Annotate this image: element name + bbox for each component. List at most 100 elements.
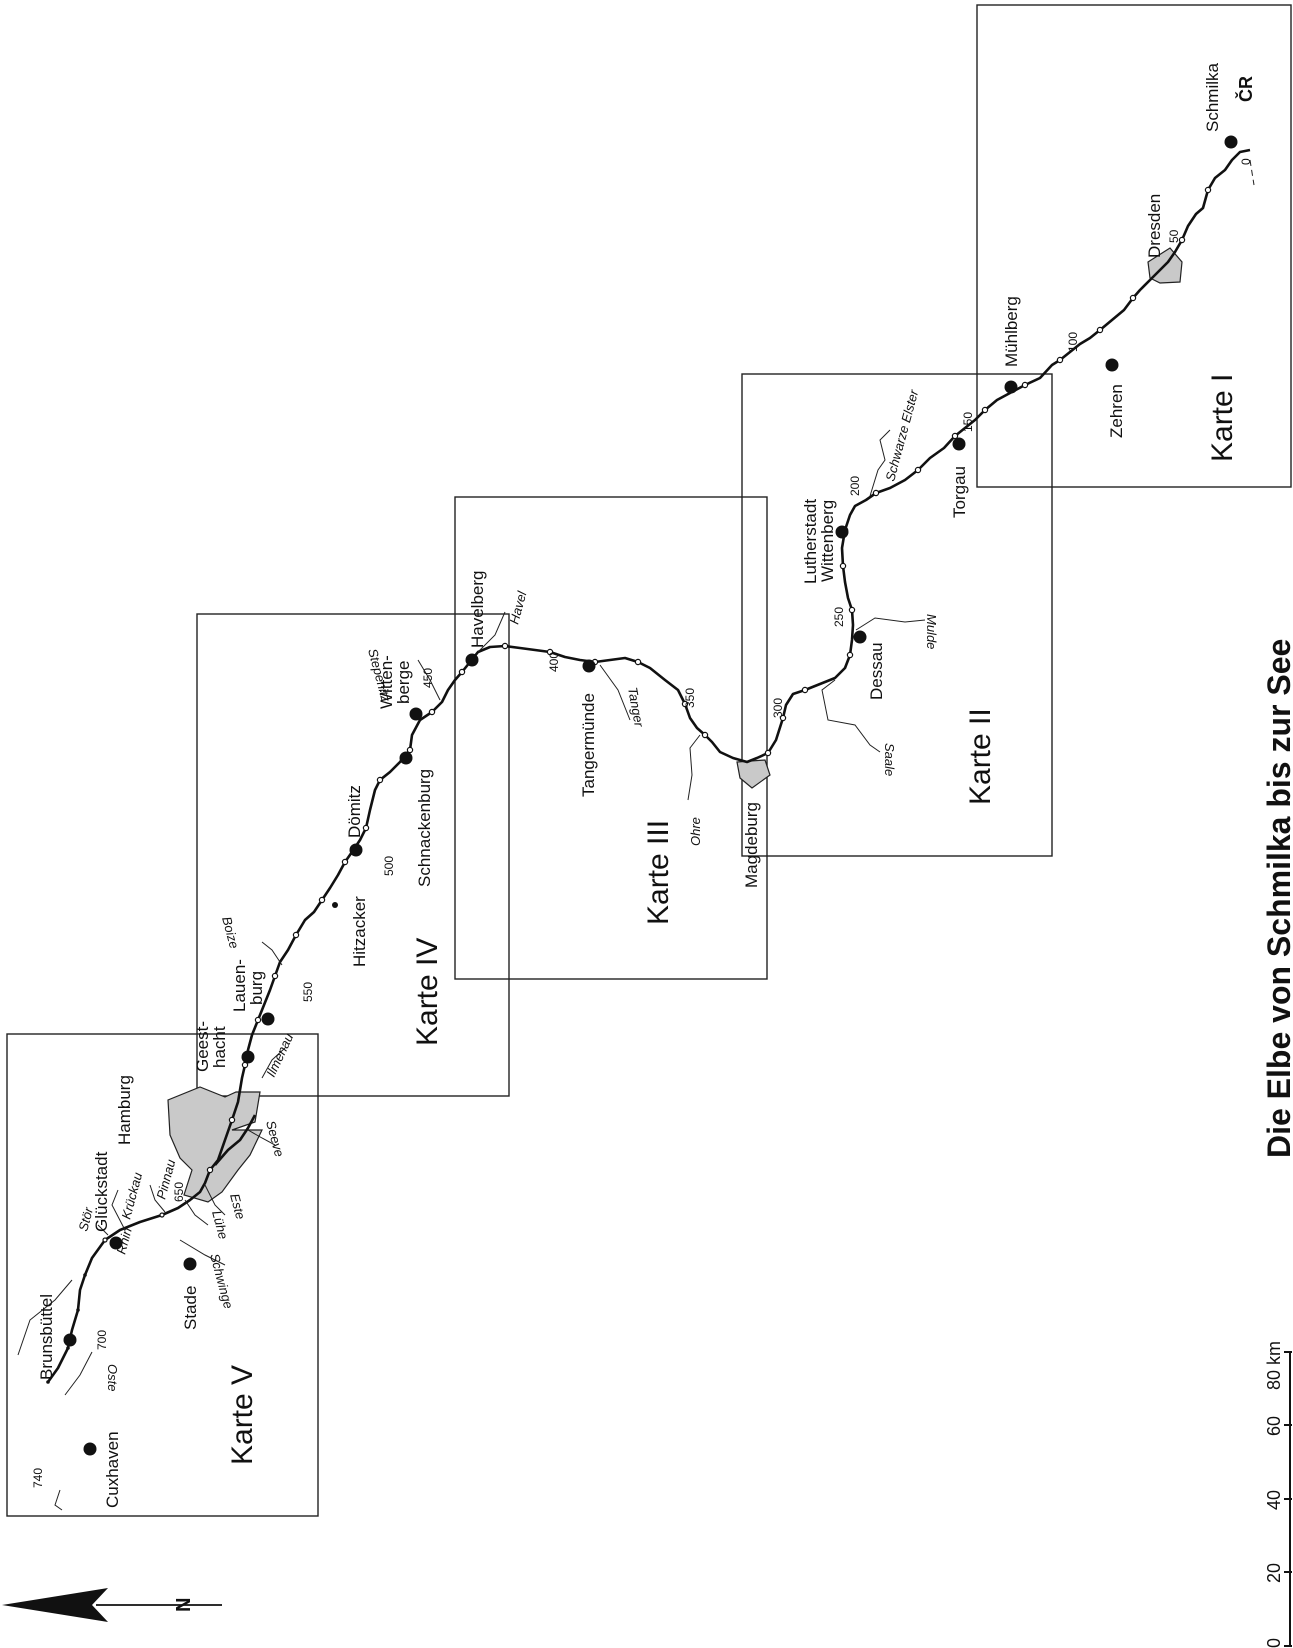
schnackenburg-dot bbox=[399, 751, 413, 765]
river-label-luehe: Lühe bbox=[209, 1209, 231, 1241]
ilmenau-course bbox=[261, 1047, 286, 1079]
waypoint-dot bbox=[376, 776, 384, 784]
stoer-course bbox=[97, 1224, 109, 1236]
waypoint-dot bbox=[846, 651, 854, 659]
waypoint-dot bbox=[159, 1212, 165, 1218]
luhe-course bbox=[184, 1199, 209, 1226]
km-label-150: 150 bbox=[961, 412, 975, 432]
waypoint-dot bbox=[228, 1116, 236, 1124]
mulde-course bbox=[855, 617, 926, 631]
km-waypoints bbox=[46, 186, 1212, 1384]
karte-3-frame bbox=[454, 496, 768, 980]
waypoint-dot bbox=[206, 1166, 214, 1174]
waypoint-dot bbox=[501, 642, 509, 650]
wittenberge-dot bbox=[409, 707, 423, 721]
km-label-500: 500 bbox=[382, 856, 396, 876]
city-label-lauen: Lauen- bbox=[230, 959, 249, 1012]
city-label-dessau: Dessau bbox=[867, 642, 886, 700]
havel-course bbox=[477, 611, 506, 653]
km-label-0: 0 bbox=[1239, 158, 1253, 165]
waypoint-dot bbox=[318, 896, 326, 904]
waypoint-dot bbox=[428, 708, 436, 716]
schwarze-elster-course bbox=[869, 429, 891, 497]
city-label-havelberg: Havelberg bbox=[468, 571, 487, 649]
km-label-100: 100 bbox=[1066, 332, 1080, 352]
tangermuende-dot bbox=[582, 659, 596, 673]
city-label-dresden: Dresden bbox=[1145, 194, 1164, 258]
schwinge-course bbox=[179, 1239, 226, 1266]
river-label-havel: Havel bbox=[506, 589, 529, 626]
waypoint-dot bbox=[839, 562, 847, 570]
city-label-zehren: Zehren bbox=[1107, 384, 1126, 438]
map-title: Die Elbe von Schmilka bis zur See bbox=[1261, 639, 1293, 1158]
scale-label-20: 20 bbox=[1264, 1563, 1284, 1583]
river-label-boize: Boize bbox=[219, 915, 242, 950]
stepenitz-course bbox=[417, 659, 441, 701]
elbe-arm-north bbox=[214, 1114, 257, 1166]
city-label-witten: Witten- bbox=[377, 655, 396, 709]
cuxhaven-dot bbox=[83, 1442, 97, 1456]
waypoint-dot bbox=[76, 1308, 80, 1312]
karte-label-2: Karte II bbox=[964, 708, 997, 805]
waypoint-dot bbox=[1129, 294, 1137, 302]
city-labels: Schmilka Dresden Zehren Mühlberg Torgau … bbox=[37, 62, 1222, 1508]
waypoint-dot bbox=[406, 746, 414, 754]
seeve-course bbox=[247, 1129, 276, 1146]
neuwerk-island bbox=[54, 1489, 63, 1511]
waypoint-dot bbox=[271, 972, 279, 980]
waypoint-dot bbox=[66, 1346, 70, 1350]
north-label: N bbox=[173, 1598, 195, 1612]
karte-label-4: Karte IV bbox=[411, 938, 444, 1046]
waypoint-dot bbox=[546, 648, 554, 656]
city-label-magdeburg: Magdeburg bbox=[742, 802, 761, 888]
oste-course bbox=[64, 1351, 93, 1396]
waypoint-dot bbox=[779, 714, 787, 722]
city-label-doemitz: Dömitz bbox=[345, 785, 364, 838]
km-label-740: 740 bbox=[31, 1468, 45, 1488]
city-label-lutherstadt: Lutherstadt bbox=[801, 499, 820, 584]
muehlberg-dot bbox=[1004, 380, 1018, 394]
waypoint-dot bbox=[292, 931, 300, 939]
waypoint-dot bbox=[848, 606, 856, 614]
waypoint-dot bbox=[681, 700, 689, 708]
river-label-stoer: Stör bbox=[75, 1205, 96, 1233]
city-label-wittenberg: Wittenberg bbox=[818, 500, 837, 582]
city-label-burg: burg bbox=[247, 971, 266, 1005]
tanger-course bbox=[599, 664, 631, 721]
city-label-geest: Geest- bbox=[193, 1021, 212, 1072]
karte-label-1: Karte I bbox=[1206, 374, 1239, 462]
scale-bar: 0 20 40 60 80 km bbox=[1264, 1341, 1292, 1648]
waypoint-dot bbox=[458, 668, 466, 676]
karte-label-5: Karte V bbox=[226, 1365, 259, 1465]
river-label-krueckau: Krückau bbox=[118, 1171, 145, 1221]
waypoint-dot bbox=[764, 749, 772, 757]
waypoint-dot bbox=[102, 1237, 108, 1243]
river-label-oste: Oste bbox=[105, 1364, 120, 1391]
river-label-seeve: Seeve bbox=[263, 1119, 287, 1159]
waypoint-dot bbox=[634, 658, 642, 666]
waypoint-dot bbox=[1096, 326, 1104, 334]
north-arrow: N bbox=[2, 1588, 222, 1622]
geesthacht-dot bbox=[241, 1050, 255, 1064]
river-label-este: Este bbox=[227, 1192, 248, 1221]
waypoint-dot bbox=[254, 1016, 262, 1024]
country-code-label: ČR bbox=[1235, 76, 1256, 102]
pinnau-course bbox=[149, 1184, 166, 1213]
km-label-350: 350 bbox=[683, 688, 697, 708]
km-label-200: 200 bbox=[848, 476, 862, 496]
waypoint-dot bbox=[701, 731, 709, 739]
waypoint-dot bbox=[951, 432, 959, 440]
scale-label-40: 40 bbox=[1264, 1490, 1284, 1510]
city-label-glueckstadt: Glückstadt bbox=[92, 1151, 111, 1232]
city-label-hamburg: Hamburg bbox=[115, 1075, 134, 1145]
waypoint-dot bbox=[981, 406, 989, 414]
este-course bbox=[204, 1184, 226, 1216]
waypoint-dot bbox=[872, 489, 880, 497]
city-label-brunsbuettel: Brunsbüttel bbox=[37, 1294, 56, 1380]
wittenberg-dot bbox=[835, 525, 849, 539]
km-label-250: 250 bbox=[832, 607, 846, 627]
karte-5-frame bbox=[6, 1033, 319, 1517]
scale-label-0: 0 bbox=[1264, 1638, 1284, 1648]
km-label-550: 550 bbox=[301, 982, 315, 1002]
